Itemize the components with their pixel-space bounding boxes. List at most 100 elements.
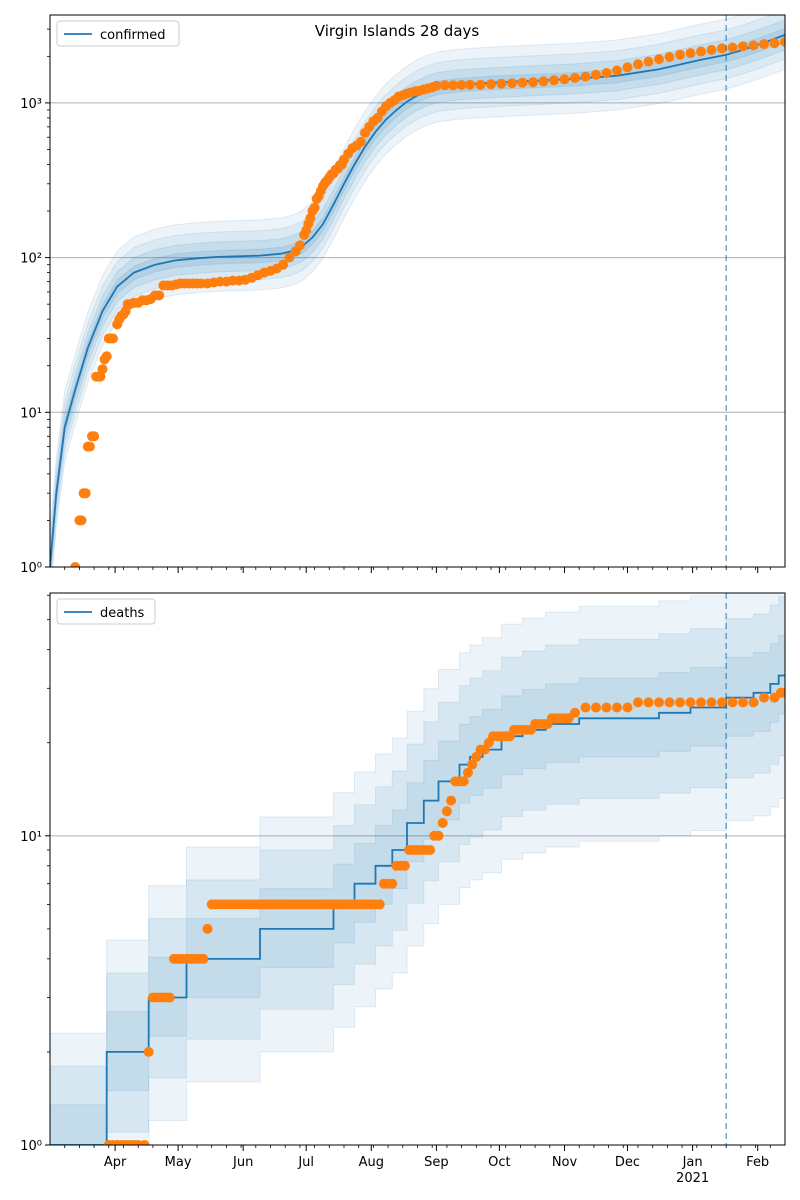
deaths-plot-area: [50, 593, 785, 1145]
confirmed-observed-point: [517, 77, 528, 88]
deaths-legend-label: deaths: [100, 606, 145, 621]
confirmed-observed-point: [154, 290, 165, 301]
x-tick-label-aug: Aug: [359, 1155, 384, 1170]
confirmed-observed-point: [738, 41, 748, 52]
confirmed-y-tick-label: 10⁰: [20, 561, 42, 576]
deaths-observed-point: [471, 751, 482, 762]
confirmed-plot-area: [50, 15, 785, 567]
deaths-observed-point: [139, 1140, 150, 1145]
confirmed-observed-point: [570, 72, 580, 83]
confirmed-observed-point: [355, 136, 366, 147]
deaths-observed-point: [570, 707, 580, 718]
deaths-observed-point: [441, 806, 452, 817]
deaths-legend-box: [56, 598, 156, 625]
deaths-observed-point: [399, 860, 410, 871]
deaths-uncertainty-band-1: [50, 596, 785, 1145]
confirmed-observed-point: [717, 43, 727, 54]
deaths-observed-point: [664, 697, 675, 708]
confirmed-y-tick-label: 10²: [20, 252, 42, 267]
confirmed-observed-point: [780, 36, 785, 47]
confirmed-observed-point: [101, 351, 112, 362]
deaths-observed-point: [612, 702, 622, 713]
deaths-legend: deaths: [56, 598, 156, 625]
deaths-observed-point: [685, 697, 696, 708]
deaths-uncertainty-band-0: [50, 593, 785, 1145]
confirmed-observed-point: [431, 80, 442, 91]
x-tick-label-dec: Dec: [615, 1155, 640, 1170]
deaths-observed-point: [143, 1046, 154, 1057]
confirmed-observed-point: [685, 48, 696, 59]
confirmed-observed-point: [591, 69, 601, 80]
confirmed-observed-point: [496, 78, 507, 89]
confirmed-observed-point: [439, 80, 450, 91]
deaths-observed-point: [622, 702, 633, 713]
deaths-observed-point: [467, 759, 478, 770]
confirmed-observed-point: [580, 71, 591, 82]
confirmed-y-tick-label: 10³: [20, 97, 42, 112]
confirmed-observed-point: [465, 79, 475, 90]
confirmed-uncertainty-band-3: [50, 27, 785, 567]
deaths-observed-point: [675, 697, 685, 708]
deaths-observed-point: [643, 697, 654, 708]
deaths-model-line: [50, 674, 785, 1145]
deaths-observed-point: [748, 697, 759, 708]
confirmed-observed-point: [559, 74, 570, 85]
confirmed-observed-point: [70, 562, 81, 567]
confirmed-uncertainty-band-0: [50, 15, 785, 567]
confirmed-observed-point: [664, 52, 675, 62]
deaths-y-tick-label: 10¹: [20, 830, 42, 845]
confirmed-observed-point: [706, 44, 717, 55]
confirmed-observed-point: [769, 38, 780, 49]
deaths-uncertainty-band-2: [50, 634, 785, 1145]
confirmed-observed-point: [633, 59, 643, 70]
deaths-observed-point: [706, 697, 717, 708]
deaths-observed-point: [654, 697, 664, 708]
confirmed-observed-point: [507, 78, 517, 89]
confirmed-observed-point: [696, 46, 706, 57]
x-tick-label-feb: Feb: [746, 1155, 769, 1170]
confirmed-observed-point: [309, 202, 320, 213]
deaths-observed-point: [433, 830, 444, 841]
confirmed-observed-point: [654, 54, 664, 65]
deaths-observed-point: [591, 702, 601, 713]
x-tick-label-may: May: [165, 1155, 192, 1170]
deaths-observed-point: [717, 697, 727, 708]
confirmed-observed-point: [284, 252, 295, 263]
confirmed-observed-point: [278, 259, 289, 270]
confirmed-observed-point: [80, 488, 91, 499]
figure-title: Virgin Islands 28 days: [315, 22, 480, 40]
confirmed-y-tick-label: 10¹: [20, 406, 42, 421]
confirmed-observed-point: [84, 441, 95, 452]
confirmed-observed-point: [601, 68, 612, 78]
confirmed-chart: 10⁰ 10¹ 10² 10³ confirmed: [20, 14, 786, 576]
x-tick-label-nov: Nov: [552, 1155, 578, 1170]
confirmed-legend-label: confirmed: [100, 28, 166, 43]
deaths-observed-point: [387, 878, 398, 889]
x-year-label: 2021: [676, 1171, 709, 1186]
deaths-observed-point: [446, 795, 457, 806]
deaths-observed-point: [696, 697, 706, 708]
deaths-observed-point: [198, 953, 209, 964]
deaths-observed-point: [601, 702, 612, 713]
confirmed-observed-point: [643, 56, 654, 67]
confirmed-legend-box: [56, 20, 180, 47]
confirmed-observed-point: [622, 62, 633, 73]
confirmed-observed-point: [528, 77, 538, 88]
deaths-observed-point: [437, 818, 448, 828]
confirmed-observed-point: [486, 79, 496, 90]
deaths-observed-point: [374, 899, 385, 910]
deaths-y-tick-label: 10⁰: [20, 1139, 42, 1154]
x-tick-label-oct: Oct: [488, 1155, 510, 1170]
confirmed-observed-point: [76, 515, 87, 526]
deaths-observed-point: [458, 776, 469, 787]
deaths-observed-point: [580, 702, 591, 713]
confirmed-observed-point: [456, 80, 467, 90]
deaths-observed-point: [164, 992, 175, 1003]
deaths-observed-point: [727, 697, 738, 708]
confirmed-uncertainty-band-2: [50, 19, 785, 567]
x-tick-label-sep: Sep: [424, 1155, 449, 1170]
deaths-observed-point: [425, 845, 436, 855]
x-tick-label-jul: Jul: [297, 1155, 314, 1170]
deaths-observed-point: [780, 687, 785, 698]
